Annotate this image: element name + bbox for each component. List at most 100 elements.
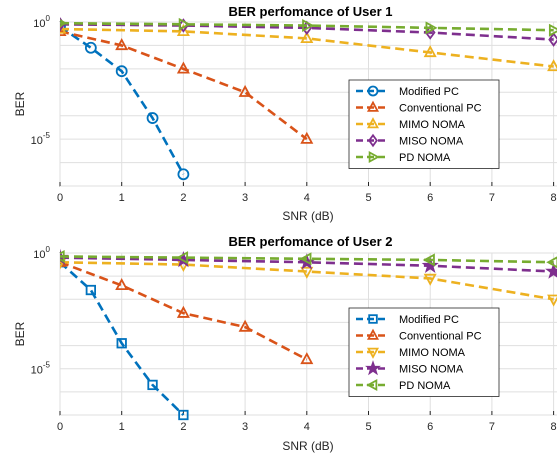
legend-marker-conventional-pc: [366, 328, 380, 340]
data-point-conventional-pc: [115, 278, 129, 291]
data-point-mimo-noma: [300, 266, 314, 279]
legend: Modified PC Conventional PC MIMO NOMA MISO …: [348, 307, 500, 397]
legend-marker-pd-noma: [366, 378, 378, 392]
legend-marker-mimo-noma: [366, 117, 380, 129]
legend-marker-modified-pc: [368, 314, 378, 324]
data-point-miso-noma: [424, 25, 436, 40]
data-point-mimo-noma: [423, 273, 437, 286]
series-line-pd-noma: [60, 21, 554, 32]
chart-panel-1: 0 1 2 3 4 5 6 7 8 100 10-5 BER perfomance of User 1…: [13, 4, 557, 223]
data-point-mimo-noma: [547, 59, 557, 72]
data-point-conventional-pc: [300, 131, 314, 144]
legend-entry-pd-noma: PD NOMA: [399, 152, 451, 164]
legend-marker-miso-noma: [368, 133, 378, 148]
chart-title: BER perfomance of User 2: [229, 234, 393, 249]
data-point-mimo-noma: [176, 23, 190, 37]
legend-entry-modified-pc: Modified PC: [399, 314, 459, 326]
data-point-pd-noma: [302, 19, 315, 33]
data-point-conventional-pc: [238, 84, 252, 97]
series-group: [60, 17, 557, 181]
x-tick-label: 6: [427, 192, 433, 204]
data-point-pd-noma: [60, 19, 68, 28]
legend-marker-modified-pc: [367, 85, 379, 97]
y-tick-label: 100: [33, 245, 50, 261]
legend-entry-mimo-noma: MIMO NOMA: [399, 119, 466, 131]
y-tick-label: 100: [33, 14, 50, 30]
data-point-modified-pc: [60, 20, 66, 33]
data-point-conventional-pc: [115, 38, 129, 51]
data-point-conventional-pc: [60, 23, 67, 37]
x-tick-label: 3: [242, 421, 248, 433]
x-tick-label: 4: [304, 421, 310, 433]
legend: Modified PC Conventional PC MIMO NOMA MISO …: [348, 79, 500, 169]
data-point-miso-noma: [548, 32, 557, 47]
legend-marker-miso-noma: [365, 360, 381, 376]
x-tick-label: 1: [119, 192, 125, 204]
data-point-mimo-noma: [60, 257, 67, 270]
x-tick-label: 2: [180, 421, 186, 433]
legend-entry-pd-noma: PD NOMA: [399, 380, 451, 392]
data-point-mimo-noma: [300, 31, 314, 44]
x-tick-label: 4: [304, 192, 310, 204]
data-point-conventional-pc: [176, 61, 190, 74]
legend-entry-miso-noma: MISO NOMA: [399, 364, 464, 376]
data-point-mimo-noma: [423, 45, 437, 58]
data-point-pd-noma: [60, 249, 65, 263]
data-point-pd-noma: [176, 251, 189, 265]
x-tick-label: 5: [365, 192, 371, 204]
data-point-miso-noma: [545, 262, 557, 279]
data-point-pd-noma: [546, 256, 557, 269]
y-tick-label: 10-5: [31, 131, 51, 147]
x-axis-label: SNR (dB): [282, 439, 333, 453]
series-group: [60, 248, 557, 421]
data-point-conventional-pc: [238, 319, 252, 332]
x-tick-label: 8: [551, 192, 557, 204]
legend-entry-modified-pc: Modified PC: [399, 86, 459, 98]
data-point-conventional-pc: [176, 305, 190, 318]
y-axis-label: BER: [13, 91, 27, 116]
series-line-pd-noma: [60, 255, 554, 264]
data-point-modified-pc: [116, 338, 127, 349]
legend-entry-conventional-pc: Conventional PC: [399, 331, 482, 343]
x-tick-label: 3: [242, 192, 248, 204]
x-tick-label: 0: [57, 421, 63, 433]
data-point-modified-pc: [147, 379, 158, 391]
legend-entry-conventional-pc: Conventional PC: [399, 103, 482, 115]
x-tick-label: 1: [119, 421, 125, 433]
x-tick-label: 2: [180, 192, 186, 204]
data-point-pd-noma: [178, 17, 191, 31]
legend-entry-mimo-noma: MIMO NOMA: [399, 347, 466, 359]
x-tick-label: 5: [365, 421, 371, 433]
data-point-modified-pc: [177, 168, 190, 181]
y-axis-label: BER: [13, 321, 27, 346]
x-tick-label: 0: [57, 192, 63, 204]
series-line-mimo-noma: [60, 27, 554, 68]
data-point-pd-noma: [299, 252, 312, 266]
data-point-pd-noma: [422, 253, 435, 267]
x-tick-label: 7: [489, 421, 495, 433]
data-point-mimo-noma: [547, 294, 557, 307]
series-line-mimo-noma: [60, 260, 554, 301]
x-tick-label: 8: [551, 421, 557, 433]
chart-title: BER perfomance of User 1: [229, 4, 393, 19]
x-axis-label: SNR (dB): [282, 209, 333, 223]
series-line-conventional-pc: [60, 261, 308, 361]
data-point-modified-pc: [84, 41, 97, 54]
data-point-pd-noma: [425, 21, 438, 35]
chart-panel-2: 0 1 2 3 4 5 6 7 8 100 10-5 BER perfomance of User 2…: [13, 234, 557, 453]
x-tick-label: 6: [427, 421, 433, 433]
series-line-conventional-pc: [60, 30, 308, 141]
legend-marker-mimo-noma: [366, 347, 380, 359]
data-point-modified-pc: [85, 284, 96, 296]
legend-marker-pd-noma: [368, 150, 380, 164]
x-tick-label: 7: [489, 192, 495, 204]
y-tick-label: 10-5: [31, 361, 51, 377]
data-point-modified-pc: [178, 409, 189, 421]
data-point-pd-noma: [548, 23, 557, 37]
series-line-modified-pc: [60, 261, 185, 416]
series-line-modified-pc: [60, 25, 185, 175]
data-point-modified-pc: [146, 112, 159, 124]
data-point-conventional-pc: [300, 352, 314, 365]
legend-entry-miso-noma: MISO NOMA: [399, 136, 464, 148]
